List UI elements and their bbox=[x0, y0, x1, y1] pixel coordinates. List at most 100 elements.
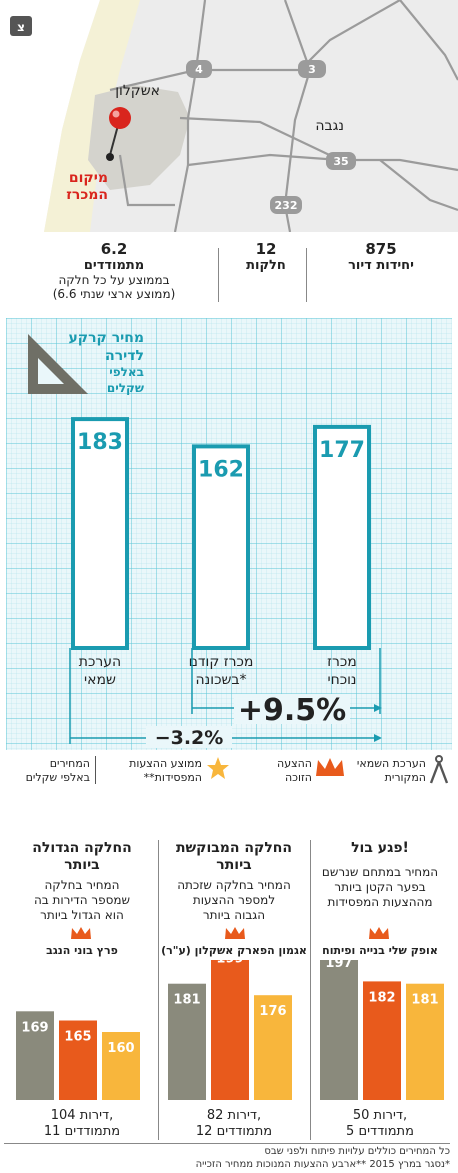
chart-title-line3: באלפי bbox=[109, 365, 144, 379]
cmp-footer: 82 דירות, 12 מתמודדים bbox=[160, 1108, 308, 1140]
cmp-footer: 50 דירות, 5 מתמודדים bbox=[312, 1108, 448, 1140]
cmp-project-name: אגמון הפארק אשקלון (ע"ר) bbox=[161, 944, 307, 957]
road-shield-35: 35 bbox=[326, 152, 356, 170]
bar-value-label: 199 bbox=[216, 960, 243, 966]
category-label: שמאי bbox=[84, 672, 116, 688]
legend-winner-line2: הזוכה bbox=[285, 771, 312, 784]
comparison-most-wanted: החלקה המבוקשת ביותר המחיר בחלקה שזכתה למ… bbox=[160, 840, 308, 923]
legend-losers-line2: המפסידות** bbox=[143, 771, 202, 784]
crown-icon bbox=[225, 927, 245, 939]
legend-appraisal: הערכת השמאי המקורית bbox=[356, 757, 426, 785]
cmp-project-name: פרץ בוני הנגב bbox=[46, 944, 118, 957]
star-icon bbox=[207, 757, 229, 779]
legend-winner-line1: ההצעה bbox=[277, 757, 312, 770]
stat-label: יחידות דיור bbox=[348, 258, 414, 273]
comparison-largest: החלקה הגדולה ביותר המחיר בחלקה שמספר הדי… bbox=[8, 840, 156, 923]
north-arrow-icon: צ bbox=[10, 16, 32, 36]
cmp-title-line2: ביותר bbox=[216, 857, 252, 873]
bar-value-label: 165 bbox=[64, 1030, 91, 1045]
stat-value: 12 bbox=[255, 240, 277, 258]
bar bbox=[71, 417, 129, 650]
cmp-desc-line1: המחיר במתחם שנרשם bbox=[321, 865, 439, 879]
bar-value-label: 181 bbox=[173, 993, 200, 1008]
location-label-line2: המכרז bbox=[66, 187, 108, 203]
bar-value-label: 183 bbox=[77, 430, 123, 455]
bar bbox=[363, 981, 401, 1100]
chart-title-line1: מחיר קרקע bbox=[68, 330, 144, 346]
comparison-bullseye: פגע בול! המחיר במתחם שנרשם בפער הקטן ביו… bbox=[312, 840, 448, 910]
cmp-title: פגע בול! bbox=[351, 840, 409, 856]
cmp-desc-line3: הוא הגדול ביותר bbox=[40, 908, 124, 922]
bar bbox=[406, 983, 444, 1100]
bar bbox=[59, 1020, 97, 1100]
sea-area bbox=[0, 0, 100, 232]
cmp-footer-line2: 5 מתמודדים bbox=[346, 1124, 414, 1139]
legend-winner: ההצעה הזוכה bbox=[252, 757, 312, 785]
category-label: מכרז bbox=[327, 654, 357, 670]
city-label: אשקלון bbox=[115, 83, 160, 99]
legend-appraisal-line2: המקורית bbox=[384, 771, 426, 784]
road-shield-4: 4 bbox=[186, 60, 212, 78]
svg-text:35: 35 bbox=[333, 155, 348, 168]
compass-icon bbox=[429, 755, 449, 784]
stat-housing-units: 875 יחידות דיור bbox=[326, 240, 436, 273]
footnotes: כל המחירים כוללים עלויות פיתוח ולפני שבס… bbox=[4, 1145, 450, 1171]
stat-value: 6.2 bbox=[100, 240, 128, 258]
coast-dunes bbox=[44, 0, 140, 232]
legend-losers-line1: ממוצע ההצעות bbox=[129, 757, 202, 770]
category-label: בשכונה* bbox=[196, 672, 247, 688]
legend-appraisal-line1: הערכת השמאי bbox=[356, 757, 426, 770]
bar-value-label: 160 bbox=[107, 1041, 134, 1056]
crown-icon bbox=[369, 927, 389, 939]
cmp-desc-line3: הגבוה ביותר bbox=[202, 908, 266, 922]
cmp-footer-line1: 82 דירות, bbox=[206, 1108, 262, 1123]
comparison-charts: 197 182 181 181 199 176 169 165 160 bbox=[16, 960, 444, 1100]
divider bbox=[4, 1143, 450, 1144]
cmp-desc-line3: מההצעות המפסידות bbox=[327, 895, 433, 909]
stat-sub-2: (6.6 ממוצע ארצי שנתי) bbox=[52, 287, 176, 301]
svg-text:232: 232 bbox=[275, 199, 298, 212]
footnote-line1: כל המחירים כוללים עלויות פיתוח ולפני שבס bbox=[264, 1146, 450, 1157]
bar bbox=[254, 995, 292, 1100]
location-label-line1: מיקום bbox=[69, 170, 108, 186]
svg-text:3: 3 bbox=[308, 63, 316, 76]
divider bbox=[95, 756, 96, 784]
bar-value-label: 182 bbox=[368, 990, 395, 1005]
bar bbox=[16, 1011, 54, 1100]
road-shield-232: 232 bbox=[270, 196, 302, 214]
road-shield-3: 3 bbox=[298, 60, 326, 78]
cmp-project-name: אופק שלי בנייה ופיתוח bbox=[322, 944, 438, 957]
cmp-desc-line1: המחיר בחלקה bbox=[44, 878, 120, 892]
cmp-footer-line1: 50 דירות, bbox=[352, 1108, 408, 1123]
stat-parcels: 12 חלקות bbox=[228, 240, 304, 273]
category-label: מכרז קודם bbox=[189, 654, 254, 670]
cmp-desc-line2: שמספר הדירות בה bbox=[33, 893, 131, 907]
crown-icon bbox=[71, 927, 91, 939]
location-pin-icon bbox=[106, 107, 131, 161]
stat-sub-1: בממוצע על כל חלקה bbox=[58, 273, 170, 287]
bar bbox=[211, 960, 249, 1100]
cmp-footer: 104 דירות, 11 מתמודדים bbox=[8, 1108, 156, 1140]
svg-text:צ: צ bbox=[17, 20, 25, 34]
svg-text:4: 4 bbox=[195, 63, 203, 76]
divider bbox=[310, 840, 311, 1140]
pct-small-label: −3.2% bbox=[155, 727, 224, 749]
cmp-footer-line1: 104 דירות, bbox=[50, 1108, 114, 1123]
cmp-desc-line1: המחיר בחלקה שזכתה bbox=[177, 878, 291, 892]
region-label: נגבה bbox=[315, 118, 344, 134]
bar-value-label: 169 bbox=[21, 1020, 48, 1035]
divider bbox=[306, 248, 307, 302]
cmp-footer-line2: 12 מתמודדים bbox=[195, 1124, 273, 1139]
cmp-footer-line2: 11 מתמודדים bbox=[43, 1124, 121, 1139]
stat-value: 875 bbox=[365, 240, 397, 258]
chart-title-line2: לדירה bbox=[105, 348, 144, 364]
stat-bidders: 6.2 מתמודדים בממוצע על כל חלקה (6.6 ממוצ… bbox=[14, 240, 214, 301]
crown-icon bbox=[316, 758, 344, 776]
bar-value-label: 177 bbox=[319, 438, 365, 463]
bar bbox=[192, 444, 250, 650]
cmp-title-line1: החלקה המבוקשת bbox=[175, 840, 293, 856]
category-label: נוכחי bbox=[327, 672, 356, 688]
footnote-line2: *נסגר במרץ 2015 **ארבע ההצעות המנוכות ממ… bbox=[195, 1159, 450, 1170]
cmp-title-line1: החלקה הגדולה bbox=[32, 840, 132, 856]
bar bbox=[313, 424, 371, 651]
